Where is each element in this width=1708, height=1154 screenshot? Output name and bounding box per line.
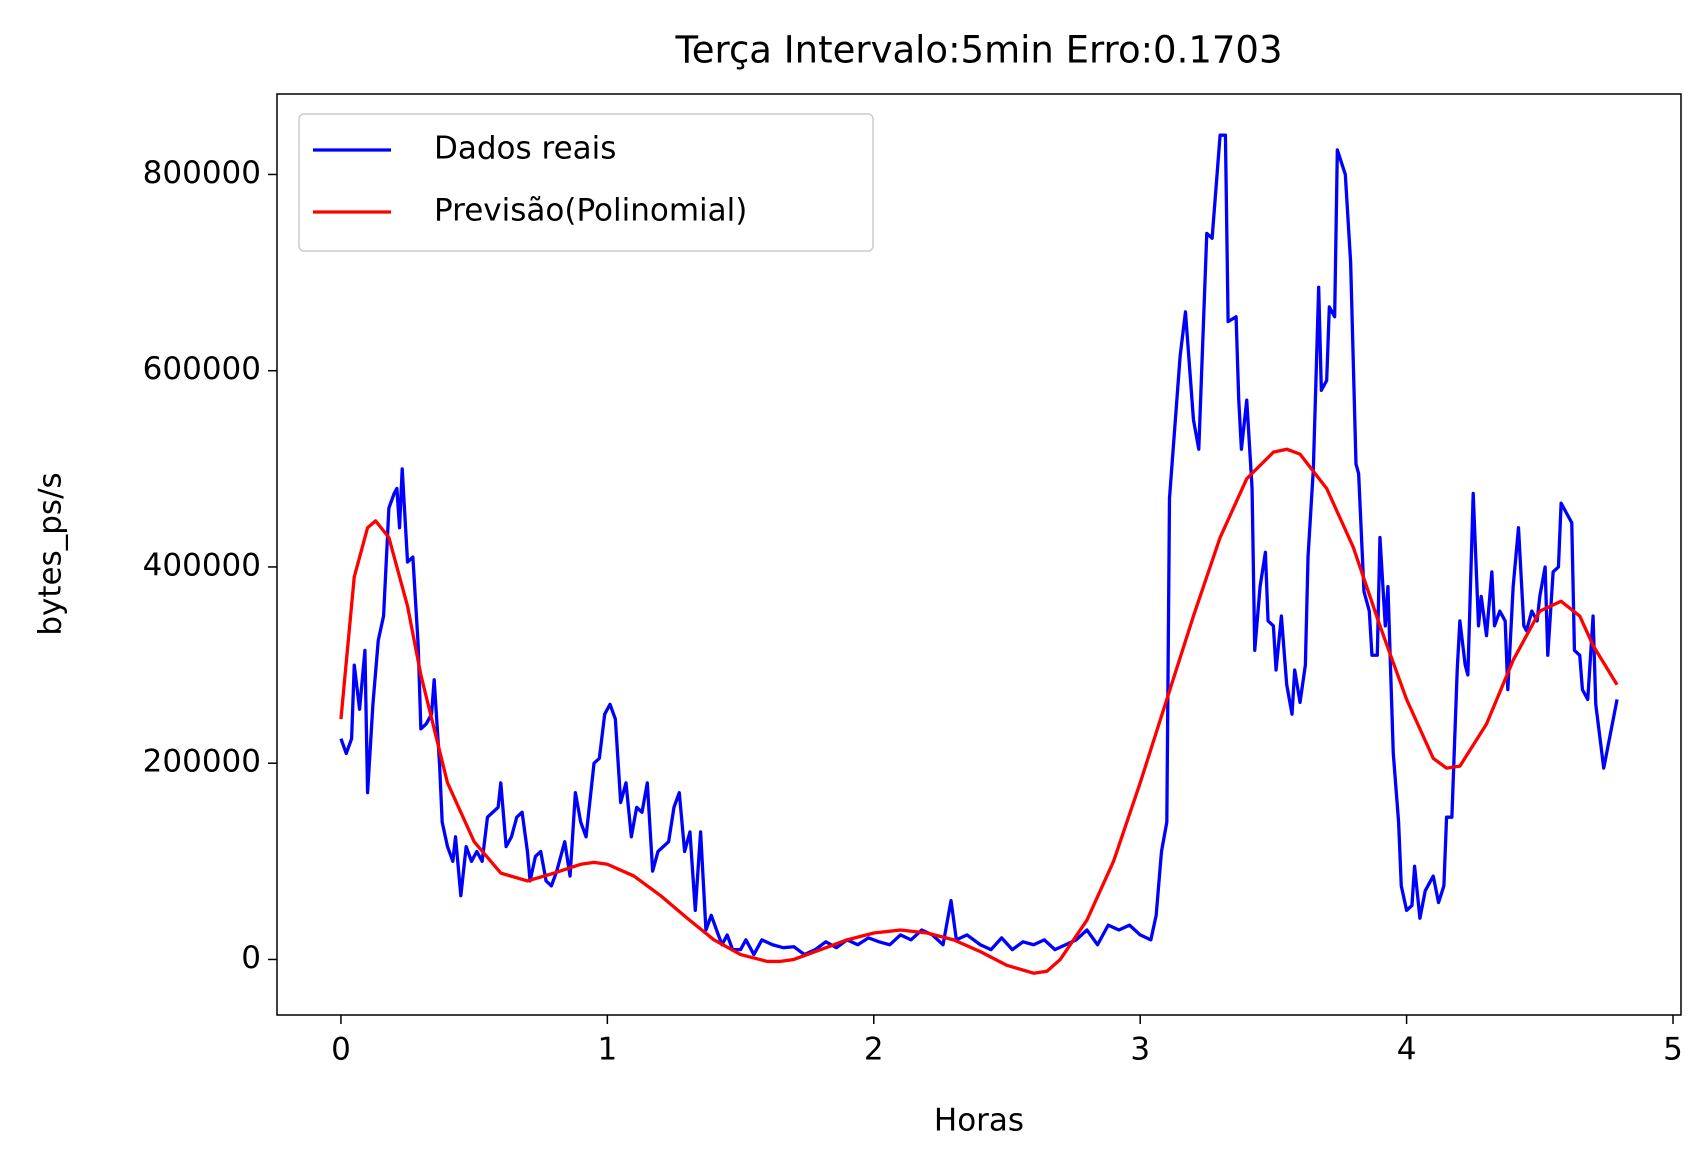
y-tick-label: 0 (241, 940, 261, 976)
y-tick-label: 600000 (143, 351, 261, 387)
y-axis-label: bytes_ps/s (33, 472, 69, 635)
x-tick-label: 4 (1397, 1032, 1417, 1068)
data-line (339, 133, 1619, 957)
y-tick-label: 800000 (143, 155, 261, 191)
y-tick-label: 200000 (143, 744, 261, 780)
x-tick-label: 3 (1130, 1032, 1150, 1068)
x-axis-label: Horas (934, 1103, 1024, 1139)
legend-label: Dados reais (434, 131, 616, 167)
x-tick-label: 5 (1663, 1032, 1683, 1068)
chart-title: Terça Intervalo:5min Erro:0.1703 (674, 29, 1282, 72)
y-tick-label: 400000 (143, 547, 261, 583)
x-tick-label: 1 (597, 1032, 617, 1068)
x-tick-label: 2 (864, 1032, 884, 1068)
plot-frame (276, 93, 1682, 1016)
legend-label: Previsão(Polinomial) (434, 193, 747, 229)
x-tick-label: 0 (331, 1032, 351, 1068)
legend-box (298, 113, 874, 252)
data-line (339, 447, 1619, 975)
